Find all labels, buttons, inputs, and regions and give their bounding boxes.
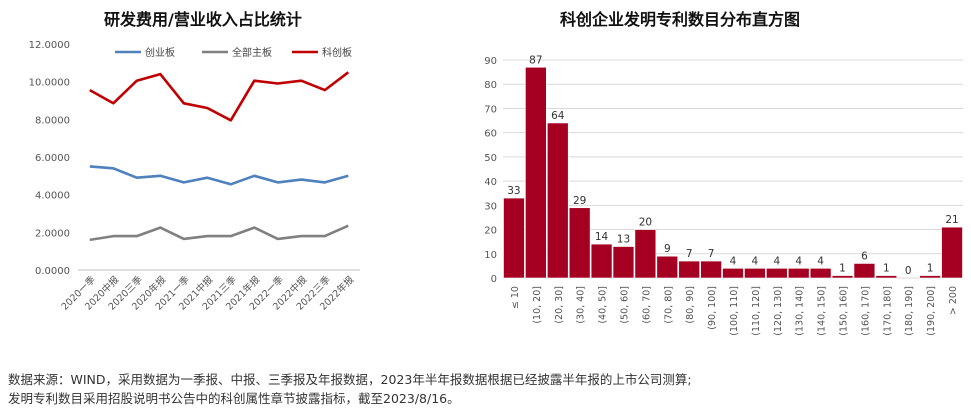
y-tick-label: 4.0000 bbox=[35, 191, 70, 202]
bar-data-label: 4 bbox=[752, 255, 759, 267]
y-tick-label: 10.0000 bbox=[29, 78, 70, 89]
histogram-bar bbox=[787, 268, 810, 279]
bar-data-label: 1 bbox=[839, 263, 846, 275]
x-tick-label: (140, 150] bbox=[817, 286, 828, 336]
y-tick-label: 10 bbox=[485, 250, 497, 261]
bar-data-label: 14 bbox=[595, 231, 609, 243]
bar-data-label: 20 bbox=[639, 217, 652, 229]
x-tick-label: (30, 40] bbox=[576, 286, 587, 324]
y-tick-label: 0 bbox=[491, 274, 497, 285]
y-tick-label: 40 bbox=[485, 177, 497, 188]
bar-data-label: 4 bbox=[773, 255, 780, 267]
rd-ratio-line-chart: 0.0000 2.0000 4.0000 6.0000 8.0000 10.0000 12.… bbox=[29, 40, 360, 313]
x-tick-label: (40, 50] bbox=[598, 286, 609, 324]
y-tick-label: 60 bbox=[485, 129, 497, 140]
x-tick-label: (120, 130] bbox=[773, 286, 784, 336]
bar-data-label: 7 bbox=[686, 248, 693, 260]
x-tick-label: (110, 120] bbox=[751, 286, 762, 336]
x-tick-label: (170, 180] bbox=[882, 286, 893, 336]
x-tick-label: (20, 30] bbox=[554, 286, 565, 324]
histogram-bar bbox=[590, 243, 613, 279]
histogram-bar bbox=[744, 268, 766, 279]
histogram-bar bbox=[547, 122, 569, 279]
x-tick-label: ≤ 10 bbox=[510, 286, 521, 309]
footnote-line-1: 数据来源：WIND，采用数据为一季报、中报、三季报及年报数据，2023年半年报数… bbox=[8, 372, 692, 387]
histogram-bar bbox=[612, 246, 635, 279]
y-tick-label: 0.0000 bbox=[35, 266, 70, 277]
x-tick-label: (130, 140] bbox=[795, 286, 806, 336]
legend-label: 科创板 bbox=[322, 46, 352, 59]
series-line bbox=[89, 165, 349, 186]
bar-data-label: 7 bbox=[708, 248, 715, 260]
bar-data-label: 4 bbox=[817, 255, 824, 267]
x-tick-label: (10, 20] bbox=[532, 286, 543, 324]
y-tick-label: 6.0000 bbox=[35, 153, 70, 164]
x-tick-label: (90, 100] bbox=[707, 286, 718, 330]
histogram-bar bbox=[853, 263, 876, 279]
x-tick-label: (70, 80] bbox=[663, 286, 674, 324]
bar-data-label: 64 bbox=[551, 110, 565, 122]
y-tick-label: 12.0000 bbox=[29, 40, 70, 51]
x-tick-label: (60, 70] bbox=[641, 286, 652, 324]
histogram-bar bbox=[700, 260, 722, 279]
histogram-bar bbox=[525, 66, 547, 279]
bar-data-label: 33 bbox=[507, 185, 520, 197]
right-chart-title: 科创企业发明专利数目分布直方图 bbox=[560, 10, 801, 29]
bar-data-label: 1 bbox=[927, 263, 934, 275]
y-tick-label: 80 bbox=[485, 80, 497, 91]
bar-data-label: 29 bbox=[573, 195, 586, 207]
x-tick-label: (180, 190] bbox=[904, 286, 915, 336]
bar-data-label: 87 bbox=[529, 54, 542, 66]
left-chart-title: 研发费用/营业收入占比统计 bbox=[104, 10, 302, 29]
y-tick-label: 50 bbox=[485, 153, 497, 164]
footnote-line-2: 发明专利数目采用招股说明书公告中的科创属性章节披露指标，截至2023/8/16。 bbox=[8, 391, 460, 406]
x-tick-label: (80, 90] bbox=[685, 286, 696, 324]
bar-data-label: 13 bbox=[617, 234, 630, 246]
bar-data-label: 21 bbox=[945, 214, 958, 226]
y-tick-label: 2.0000 bbox=[35, 228, 70, 239]
x-tick-label: (150, 160] bbox=[839, 286, 850, 336]
histogram-bar bbox=[941, 226, 963, 279]
histogram-bar bbox=[678, 260, 700, 279]
histogram-bar bbox=[634, 229, 657, 279]
y-tick-label: 30 bbox=[485, 201, 497, 212]
bar-data-label: 4 bbox=[795, 255, 802, 267]
histogram-bar bbox=[875, 275, 898, 279]
x-tick-label: > 200 bbox=[948, 286, 959, 315]
y-tick-label: 8.0000 bbox=[35, 115, 70, 126]
bar-data-label: 1 bbox=[883, 263, 890, 275]
series-line bbox=[89, 224, 349, 242]
histogram-bar bbox=[656, 255, 679, 279]
bar-data-label: 0 bbox=[905, 265, 912, 277]
histogram-bar bbox=[503, 197, 525, 279]
x-tick-label: (160, 170] bbox=[860, 286, 871, 336]
legend-label: 创业板 bbox=[145, 46, 175, 59]
series-line bbox=[89, 71, 350, 122]
y-tick-label: 90 bbox=[485, 56, 497, 67]
histogram-bar bbox=[766, 268, 788, 279]
x-tick-label: (190, 200] bbox=[926, 286, 937, 336]
histogram-bar bbox=[919, 275, 941, 279]
histogram-bar bbox=[722, 268, 744, 279]
legend-label: 全部主板 bbox=[232, 46, 272, 59]
x-tick-label: (50, 60] bbox=[619, 286, 630, 324]
bar-data-label: 6 bbox=[861, 250, 868, 262]
histogram-bar bbox=[809, 268, 832, 279]
bar-data-label: 4 bbox=[730, 255, 737, 267]
y-tick-label: 20 bbox=[485, 226, 497, 237]
histogram-bar bbox=[831, 275, 854, 279]
x-tick-label: (100, 110] bbox=[729, 286, 740, 336]
y-tick-label: 70 bbox=[485, 104, 497, 115]
histogram-bar bbox=[568, 207, 591, 279]
bar-data-label: 9 bbox=[664, 243, 671, 255]
